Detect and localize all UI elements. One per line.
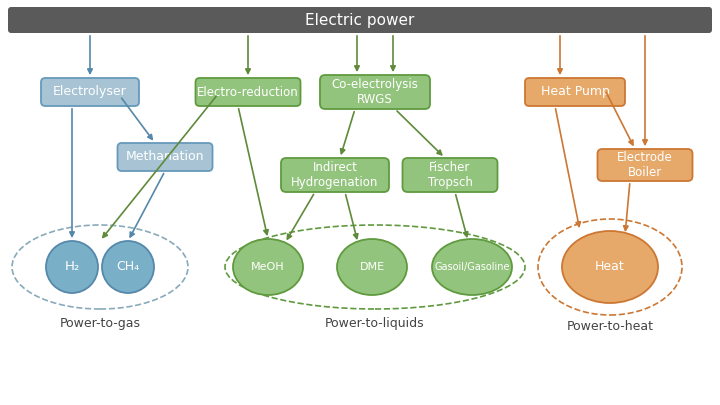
FancyBboxPatch shape [402,158,498,192]
Ellipse shape [46,241,98,293]
Ellipse shape [337,239,407,295]
Text: Heat Pump: Heat Pump [541,85,609,98]
FancyBboxPatch shape [117,143,212,171]
FancyBboxPatch shape [525,78,625,106]
Text: Power-to-heat: Power-to-heat [567,320,654,333]
Text: Co-electrolysis
RWGS: Co-electrolysis RWGS [332,78,418,106]
Text: Electric power: Electric power [305,13,415,28]
FancyBboxPatch shape [598,149,693,181]
Text: Methanation: Methanation [126,151,204,164]
Ellipse shape [233,239,303,295]
Text: Power-to-liquids: Power-to-liquids [325,316,425,330]
Ellipse shape [102,241,154,293]
Text: Power-to-gas: Power-to-gas [60,316,140,330]
Text: Electrolyser: Electrolyser [53,85,127,98]
Ellipse shape [432,239,512,295]
Text: Electro-reduction: Electro-reduction [197,85,299,98]
FancyBboxPatch shape [8,7,712,33]
Text: Gasoil/Gasoline: Gasoil/Gasoline [434,262,510,272]
Text: Heat: Heat [595,260,625,273]
FancyBboxPatch shape [196,78,300,106]
FancyBboxPatch shape [320,75,430,109]
Ellipse shape [562,231,658,303]
Text: Electrode
Boiler: Electrode Boiler [617,151,673,179]
FancyBboxPatch shape [41,78,139,106]
FancyBboxPatch shape [281,158,389,192]
Text: Indirect
Hydrogenation: Indirect Hydrogenation [292,161,379,189]
Text: H₂: H₂ [64,260,80,273]
Text: Fischer
Tropsch: Fischer Tropsch [428,161,472,189]
Text: MeOH: MeOH [251,262,285,272]
Text: CH₄: CH₄ [117,260,140,273]
Text: DME: DME [359,262,384,272]
